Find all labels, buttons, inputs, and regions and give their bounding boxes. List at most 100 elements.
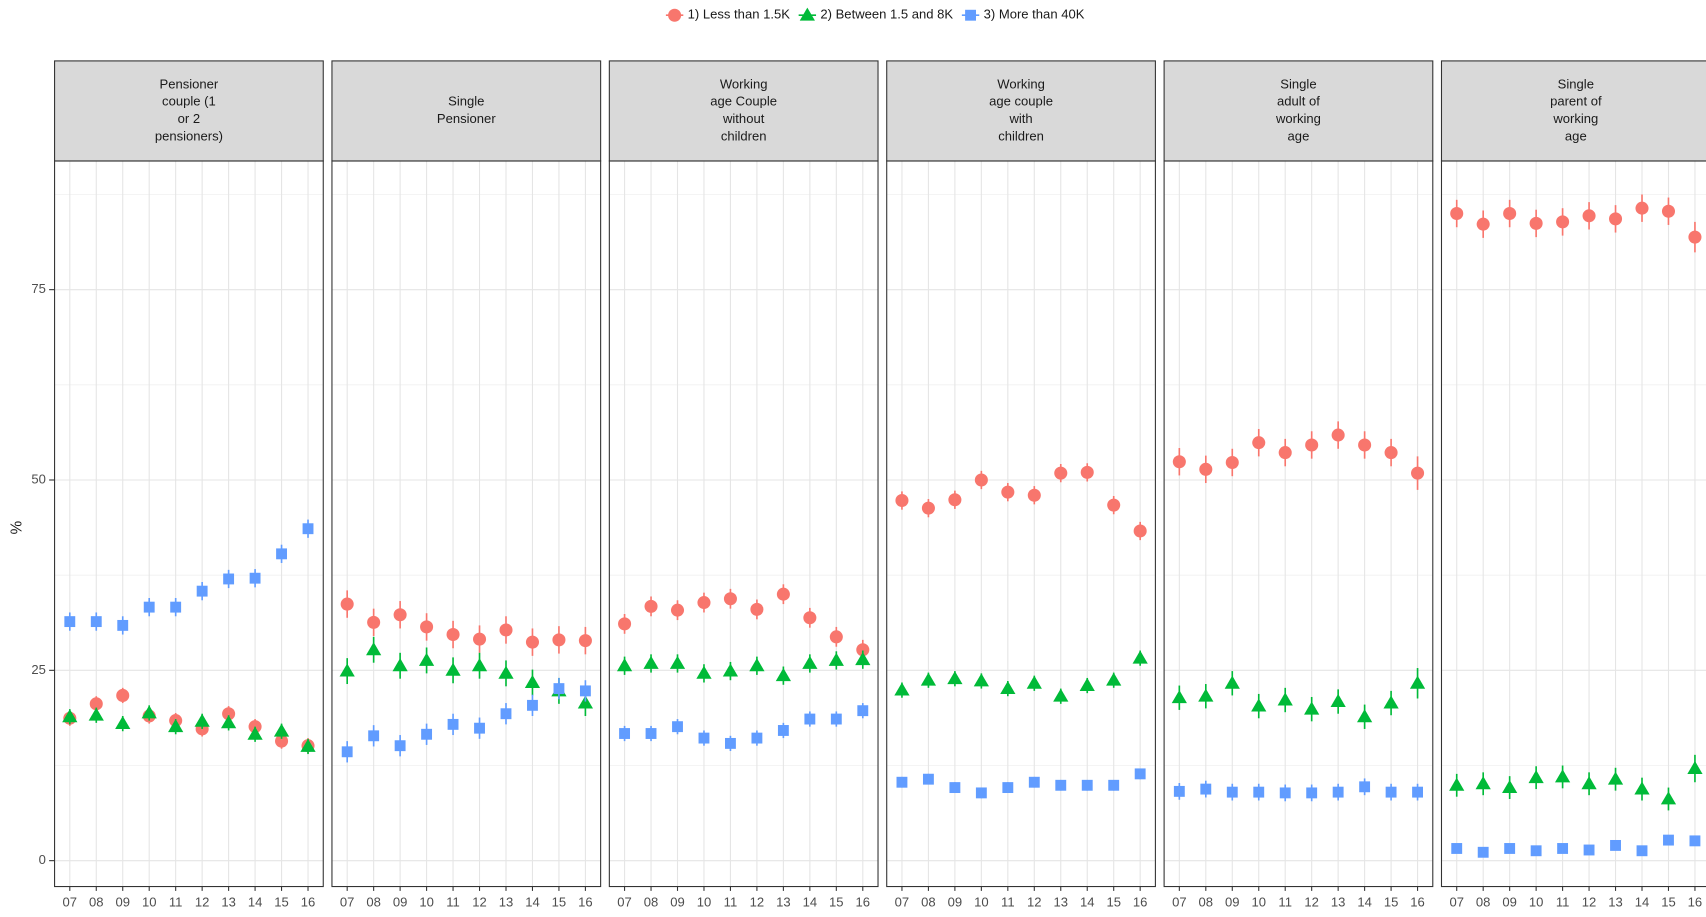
x-tick-label: 08 bbox=[921, 894, 936, 909]
point bbox=[392, 658, 408, 672]
point bbox=[418, 652, 435, 666]
point bbox=[1279, 787, 1291, 799]
point bbox=[799, 7, 815, 21]
panel-title: without bbox=[722, 111, 765, 126]
point bbox=[220, 715, 237, 729]
point bbox=[552, 633, 566, 647]
panel-border bbox=[608, 160, 879, 888]
point bbox=[368, 730, 380, 742]
point bbox=[1385, 786, 1397, 798]
point bbox=[1106, 672, 1122, 686]
point bbox=[776, 587, 790, 601]
point bbox=[170, 601, 182, 613]
x-tick-label: 13 bbox=[221, 894, 236, 909]
x-tick-label: 15 bbox=[829, 894, 844, 909]
point bbox=[777, 725, 789, 736]
point bbox=[1528, 770, 1544, 784]
x-tick-label: 14 bbox=[1080, 894, 1095, 909]
point bbox=[855, 652, 871, 666]
point bbox=[1451, 843, 1463, 854]
point bbox=[1134, 768, 1146, 780]
point bbox=[894, 682, 910, 696]
point bbox=[473, 632, 487, 646]
point bbox=[697, 596, 711, 610]
point bbox=[275, 734, 289, 748]
x-tick-label: 08 bbox=[366, 894, 381, 909]
point bbox=[1609, 212, 1623, 226]
strip bbox=[54, 60, 324, 162]
point bbox=[857, 705, 869, 717]
panel-title: with bbox=[1008, 111, 1032, 126]
strip bbox=[1163, 60, 1434, 162]
x-tick-label: 09 bbox=[1225, 894, 1240, 909]
point bbox=[196, 585, 208, 597]
point bbox=[1635, 201, 1649, 215]
panel-title: Working bbox=[997, 76, 1045, 91]
point bbox=[1027, 488, 1041, 502]
x-tick-label: 12 bbox=[1582, 894, 1597, 909]
x-tick-label: 07 bbox=[1172, 894, 1187, 909]
point bbox=[1173, 785, 1185, 797]
point bbox=[90, 616, 102, 628]
point bbox=[1634, 781, 1650, 795]
point bbox=[1357, 709, 1373, 723]
point bbox=[1359, 781, 1371, 793]
point bbox=[619, 728, 631, 739]
x-tick-label: 16 bbox=[301, 894, 316, 909]
point bbox=[168, 719, 184, 733]
point bbox=[1689, 835, 1701, 847]
point bbox=[696, 665, 712, 679]
point bbox=[64, 616, 76, 628]
x-tick-label: 09 bbox=[1502, 894, 1517, 909]
point bbox=[553, 683, 565, 695]
x-tick-label: 07 bbox=[63, 894, 78, 909]
point bbox=[1477, 846, 1489, 858]
point bbox=[1332, 786, 1344, 798]
panel-background bbox=[54, 160, 324, 887]
point bbox=[1225, 455, 1239, 470]
x-tick-label: 15 bbox=[1384, 894, 1399, 909]
x-tick-label: 08 bbox=[1199, 894, 1214, 909]
point bbox=[948, 493, 962, 507]
x-tick-label: 11 bbox=[1278, 894, 1292, 909]
point bbox=[1133, 524, 1147, 538]
point bbox=[445, 662, 461, 676]
panel-title: parent of bbox=[1550, 94, 1602, 109]
x-tick-label: 13 bbox=[499, 894, 514, 909]
point bbox=[922, 773, 934, 785]
point bbox=[1080, 465, 1094, 479]
x-tick-label: 11 bbox=[724, 894, 738, 909]
x-tick-label: 13 bbox=[1608, 894, 1623, 909]
point bbox=[577, 695, 594, 709]
point bbox=[965, 9, 976, 21]
panel-background bbox=[609, 160, 879, 887]
y-axis-label: % bbox=[9, 521, 26, 535]
point bbox=[974, 473, 988, 487]
point bbox=[1330, 693, 1346, 707]
x-tick-label: 16 bbox=[1688, 894, 1703, 909]
point bbox=[1582, 209, 1596, 223]
point bbox=[341, 746, 353, 758]
point bbox=[643, 655, 659, 669]
point bbox=[1277, 692, 1293, 706]
point bbox=[725, 737, 736, 749]
x-tick-label: 15 bbox=[274, 894, 289, 909]
y-tick-label: 0 bbox=[39, 852, 46, 867]
panel-background bbox=[331, 160, 601, 887]
panel-title: Working bbox=[720, 76, 768, 91]
panel-title: age couple bbox=[989, 94, 1053, 109]
panel-border bbox=[331, 160, 602, 888]
point bbox=[223, 573, 235, 585]
point bbox=[975, 787, 987, 799]
y-tick-label: 25 bbox=[31, 662, 46, 677]
point bbox=[1661, 204, 1676, 218]
point bbox=[829, 630, 843, 644]
x-tick-label: 15 bbox=[552, 894, 567, 909]
point bbox=[1306, 787, 1318, 799]
point bbox=[1108, 779, 1120, 791]
point bbox=[117, 619, 129, 631]
point bbox=[498, 665, 514, 679]
point bbox=[669, 655, 686, 669]
point bbox=[750, 602, 764, 616]
x-tick-label: 13 bbox=[1054, 894, 1069, 909]
